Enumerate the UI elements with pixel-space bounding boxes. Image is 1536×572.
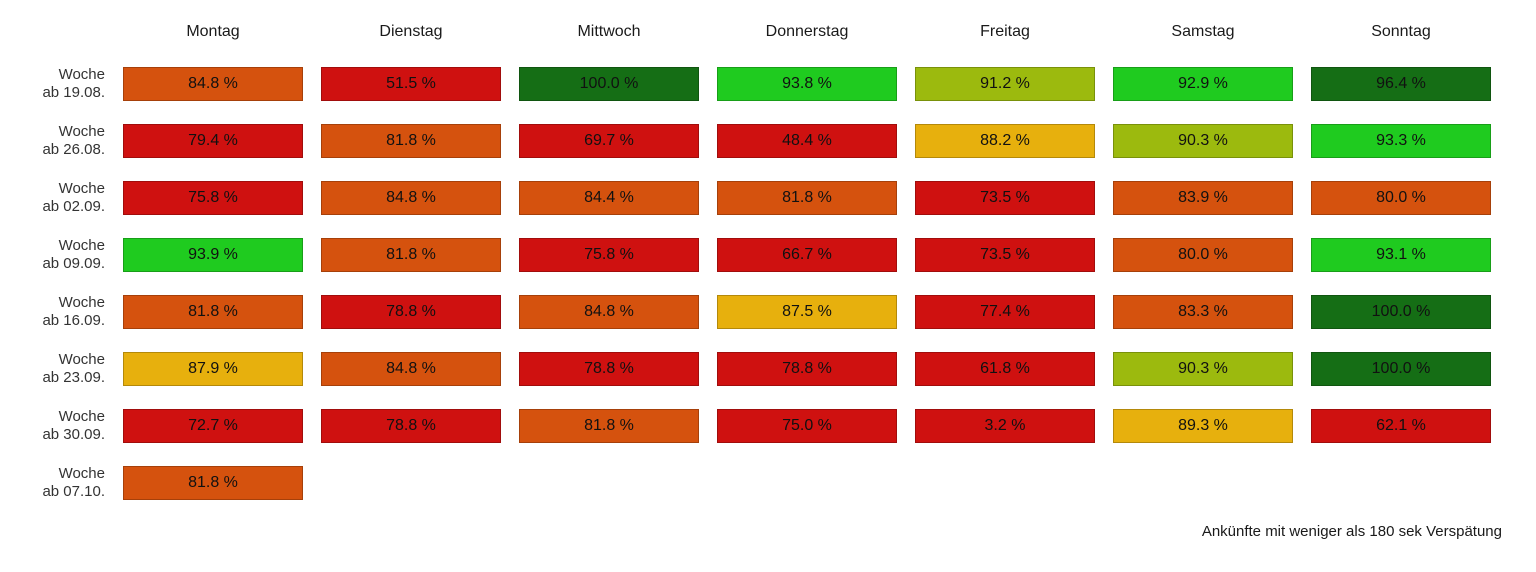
heatmap-cell: 73.5 % — [915, 181, 1095, 215]
heatmap-cell: 75.0 % — [717, 409, 897, 443]
heatmap-cell: 3.2 % — [915, 409, 1095, 443]
heatmap-cell: 100.0 % — [519, 67, 699, 101]
heatmap-cell: 91.2 % — [915, 67, 1095, 101]
row-label: Woche ab 26.08. — [0, 123, 105, 158]
column-header: Freitag — [980, 23, 1030, 40]
row-label-line: ab 16.09. — [42, 312, 105, 329]
heatmap-cell: 100.0 % — [1311, 352, 1491, 386]
row-label-line: Woche — [58, 351, 105, 368]
footnote: Ankünfte mit weniger als 180 sek Verspät… — [1201, 523, 1502, 540]
heatmap-cell: 81.8 % — [123, 466, 303, 500]
heatmap-cell: 93.1 % — [1311, 238, 1491, 272]
row-label: Woche ab 16.09. — [0, 294, 105, 329]
heatmap-cell: 78.8 % — [717, 352, 897, 386]
heatmap-cell: 81.8 % — [717, 181, 897, 215]
heatmap-cell: 75.8 % — [123, 181, 303, 215]
heatmap-cell: 81.8 % — [123, 295, 303, 329]
heatmap-cell: 83.9 % — [1113, 181, 1293, 215]
heatmap-cell: 51.5 % — [321, 67, 501, 101]
empty-cell — [717, 466, 897, 500]
row-label-line: Woche — [58, 465, 105, 482]
heatmap-cell: 92.9 % — [1113, 67, 1293, 101]
row-label: Woche ab 02.09. — [0, 180, 105, 215]
row-label-line: ab 26.08. — [42, 141, 105, 158]
row-label: Woche ab 30.09. — [0, 408, 105, 443]
heatmap-cell: 89.3 % — [1113, 409, 1293, 443]
heatmap-cell: 88.2 % — [915, 124, 1095, 158]
heatmap-cell: 84.8 % — [321, 352, 501, 386]
heatmap-cell: 80.0 % — [1311, 181, 1491, 215]
column-header: Montag — [186, 23, 240, 40]
row-label-line: Woche — [58, 123, 105, 140]
heatmap-cell: 61.8 % — [915, 352, 1095, 386]
row-label-line: Woche — [58, 180, 105, 197]
corner-spacer — [0, 20, 105, 44]
heatmap-cell: 78.8 % — [321, 409, 501, 443]
heatmap-cell: 81.8 % — [321, 124, 501, 158]
row-label: Woche ab 19.08. — [0, 66, 105, 101]
empty-cell — [915, 466, 1095, 500]
column-header: Sonntag — [1371, 23, 1431, 40]
heatmap-cell: 62.1 % — [1311, 409, 1491, 443]
heatmap-cell: 84.8 % — [321, 181, 501, 215]
heatmap-cell: 93.8 % — [717, 67, 897, 101]
column-header: Donnerstag — [765, 23, 849, 40]
heatmap-cell: 77.4 % — [915, 295, 1095, 329]
heatmap-cell: 87.9 % — [123, 352, 303, 386]
row-label-line: Woche — [58, 237, 105, 254]
row-label-line: Woche — [58, 66, 105, 83]
heatmap-cell: 79.4 % — [123, 124, 303, 158]
row-label-line: ab 30.09. — [42, 426, 105, 443]
heatmap-cell: 90.3 % — [1113, 124, 1293, 158]
row-label-line: Woche — [58, 408, 105, 425]
row-label: Woche ab 23.09. — [0, 351, 105, 386]
empty-cell — [1113, 466, 1293, 500]
row-label-line: ab 09.09. — [42, 255, 105, 272]
heatmap-cell: 84.8 % — [519, 295, 699, 329]
column-header: Dienstag — [379, 23, 443, 40]
row-label-line: ab 19.08. — [42, 84, 105, 101]
heatmap-cell: 96.4 % — [1311, 67, 1491, 101]
row-label: Woche ab 09.09. — [0, 237, 105, 272]
heatmap-cell: 100.0 % — [1311, 295, 1491, 329]
empty-cell — [519, 466, 699, 500]
heatmap-cell: 84.4 % — [519, 181, 699, 215]
heatmap-cell: 72.7 % — [123, 409, 303, 443]
heatmap-cell: 93.3 % — [1311, 124, 1491, 158]
empty-cell — [1311, 466, 1491, 500]
heatmap-cell: 90.3 % — [1113, 352, 1293, 386]
heatmap-cell: 80.0 % — [1113, 238, 1293, 272]
empty-cell — [321, 466, 501, 500]
row-label-line: ab 02.09. — [42, 198, 105, 215]
heatmap-cell: 75.8 % — [519, 238, 699, 272]
heatmap-cell: 73.5 % — [915, 238, 1095, 272]
heatmap-cell: 78.8 % — [519, 352, 699, 386]
heatmap-cell: 78.8 % — [321, 295, 501, 329]
row-label-line: ab 07.10. — [42, 483, 105, 500]
heatmap-cell: 66.7 % — [717, 238, 897, 272]
heatmap-grid: Montag Dienstag Mittwoch Donnerstag Freitag S… — [0, 20, 1491, 500]
heatmap-cell: 87.5 % — [717, 295, 897, 329]
heatmap-cell: 69.7 % — [519, 124, 699, 158]
heatmap-cell: 81.8 % — [519, 409, 699, 443]
row-label-line: ab 23.09. — [42, 369, 105, 386]
heatmap-cell: 48.4 % — [717, 124, 897, 158]
heatmap-cell: 93.9 % — [123, 238, 303, 272]
heatmap-cell: 84.8 % — [123, 67, 303, 101]
heatmap-cell: 81.8 % — [321, 238, 501, 272]
heatmap-cell: 83.3 % — [1113, 295, 1293, 329]
column-header: Mittwoch — [577, 23, 641, 40]
row-label: Woche ab 07.10. — [0, 465, 105, 500]
column-header: Samstag — [1171, 23, 1235, 40]
row-label-line: Woche — [58, 294, 105, 311]
